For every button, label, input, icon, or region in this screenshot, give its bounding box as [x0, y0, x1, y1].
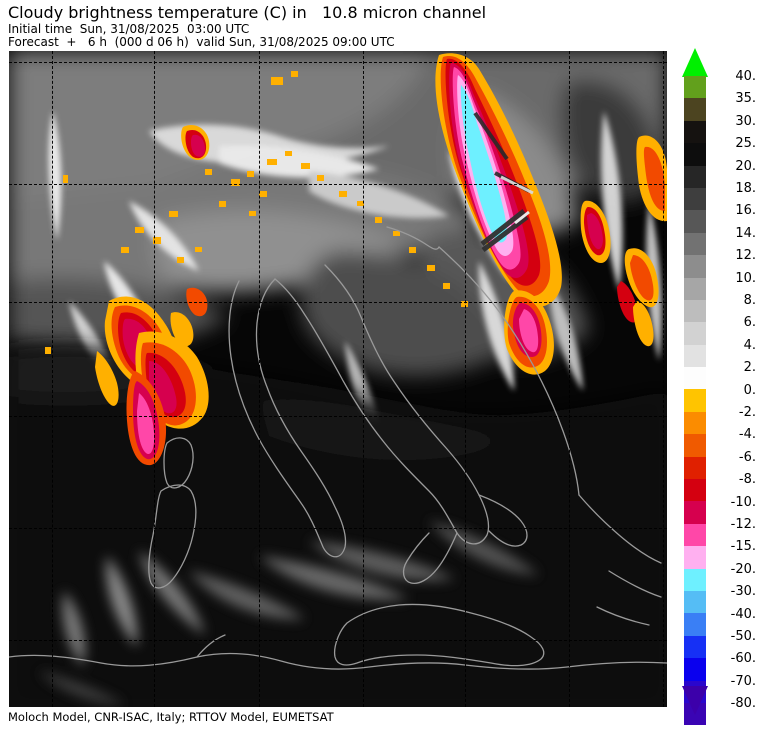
colorbar-label: 16.	[735, 203, 756, 219]
gridline-vertical	[465, 51, 466, 707]
colorbar-swatch-1	[684, 98, 706, 121]
colorbar-swatch-9	[684, 277, 706, 300]
colorbar-label: 35.	[735, 91, 756, 107]
gridline-vertical	[363, 51, 364, 707]
colorbar-swatch-4	[684, 165, 706, 188]
attribution-label: Moloch Model, CNR-ISAC, Italy; RTTOV Mod…	[8, 710, 334, 724]
colorbar-label: 30.	[735, 113, 756, 129]
colorbar-swatch-0	[684, 76, 706, 99]
colorbar-label: -2.	[738, 405, 756, 420]
colorbar-swatch-21	[684, 546, 706, 569]
colorbar-swatch-24	[684, 613, 706, 636]
colorbar-over-arrow	[682, 48, 708, 77]
colorbar-swatch-7	[684, 232, 706, 256]
colorbar-label: 20.	[735, 158, 756, 174]
colorbar-swatch-25	[684, 635, 706, 659]
colorbar-label: -50.	[730, 629, 756, 644]
gridline-vertical	[663, 51, 664, 707]
colorbar-swatch-10	[684, 299, 706, 323]
colorbar-label: -70.	[730, 673, 756, 689]
colorbar-swatch-6	[684, 210, 706, 233]
colorbar-label: 25.	[735, 136, 756, 152]
colorbar-swatch-15	[684, 411, 706, 435]
brightness-temperature-field	[9, 51, 667, 707]
colorbar-swatch-20	[684, 523, 706, 547]
colorbar-swatch-23	[684, 590, 706, 614]
colorbar-swatch-3	[684, 143, 706, 166]
colorbar-under-arrow	[682, 686, 708, 715]
colorbar-swatches	[684, 76, 706, 726]
colorbar-label: -40.	[730, 606, 756, 622]
colorbar-label: 4.	[743, 337, 756, 353]
page-title: Cloudy brightness temperature (C) in 10.…	[8, 3, 487, 22]
gridline-vertical	[154, 51, 155, 707]
graticule-overlay	[9, 51, 667, 707]
colorbar-swatch-13	[684, 367, 706, 390]
colorbar-swatch-22	[684, 568, 706, 591]
colorbar-label: -10.	[730, 494, 756, 510]
colorbar-label: 14.	[735, 225, 756, 241]
forecast-validity-label: Forecast + 6 h (000 d 06 h) valid Sun, 3…	[8, 35, 395, 49]
gridline-horizontal	[9, 62, 667, 63]
colorbar-swatch-16	[684, 434, 706, 457]
gridline-horizontal	[9, 184, 667, 185]
colorbar-label: -20.	[730, 561, 756, 577]
colorbar-swatch-2	[684, 120, 706, 144]
colorbar-label: -60.	[730, 651, 756, 667]
colorbar-label: -4.	[738, 427, 756, 443]
colorbar-swatch-14	[684, 389, 706, 412]
colorbar-label: 12.	[735, 248, 756, 264]
colorbar-label: 40.	[735, 69, 756, 84]
initial-time-label: Initial time Sun, 31/08/2025 03:00 UTC	[8, 22, 250, 36]
colorbar-swatch-8	[684, 255, 706, 278]
gridline-horizontal	[9, 302, 667, 303]
gridline-vertical	[52, 51, 53, 707]
gridline-horizontal	[9, 528, 667, 529]
colorbar-label: 2.	[743, 360, 756, 376]
colorbar-swatch-17	[684, 456, 706, 480]
colorbar-swatch-12	[684, 344, 706, 368]
colorbar-label: 0.	[743, 382, 756, 398]
satellite-brightness-temperature-map	[9, 51, 667, 707]
colorbar-swatch-11	[684, 322, 706, 345]
colorbar-swatch-19	[684, 501, 706, 524]
colorbar-label: 8.	[743, 293, 756, 308]
gridline-horizontal	[9, 640, 667, 641]
colorbar-label: -15.	[730, 539, 756, 555]
colorbar-label: 18.	[735, 181, 756, 196]
colorbar-label: 10.	[735, 270, 756, 286]
gridline-vertical	[259, 51, 260, 707]
colorbar-label: -12.	[730, 517, 756, 532]
colorbar-label: -8.	[738, 472, 756, 488]
colorbar-swatch-5	[684, 187, 706, 211]
colorbar-label: -80.	[730, 696, 756, 712]
colorbar-label: -6.	[738, 449, 756, 465]
colorbar-swatch-18	[684, 479, 706, 502]
colorbar-label: -30.	[730, 584, 756, 600]
colorbar-swatch-26	[684, 658, 706, 681]
gridline-vertical	[569, 51, 570, 707]
coastline-overlay	[9, 51, 667, 707]
colorbar-label: 6.	[743, 315, 756, 331]
gridline-horizontal	[9, 416, 667, 417]
